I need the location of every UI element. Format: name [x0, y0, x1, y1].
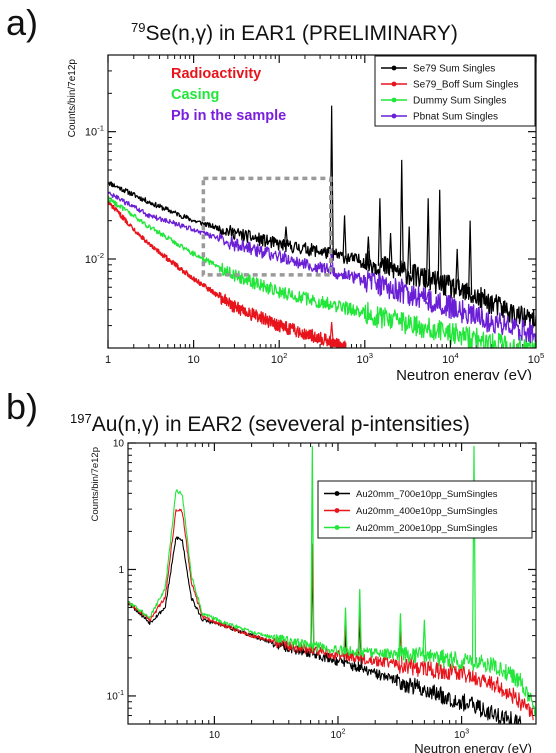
panel-a-title: 79Se(n,γ) in EAR1 (PRELIMINARY) — [131, 20, 458, 46]
chart-a-peak — [232, 228, 237, 234]
chart-a-y-tick-label: 10-2 — [85, 251, 104, 266]
chart-a-highlight-box — [201, 176, 333, 277]
chart-b-legend-swatch-marker — [334, 491, 340, 496]
chart-a-peak — [377, 274, 382, 286]
chart-a-peak — [399, 159, 404, 272]
chart-b-peak — [343, 619, 348, 657]
panel-b-letter: b) — [6, 386, 39, 427]
chart-b-series-line — [128, 508, 534, 721]
chart-b-plot-area — [128, 443, 536, 724]
chart-a-peak — [407, 226, 412, 274]
chart-a-legend-label: Se79_Boff Sum Singles — [413, 80, 518, 91]
panel-b-title-isotope: 197 — [70, 411, 92, 426]
chart-a-peak — [283, 226, 289, 246]
chart-b-x-tick-label: 102 — [330, 729, 345, 742]
chart-b-peak — [343, 632, 348, 664]
chart-b-legend-swatch-marker — [334, 508, 340, 513]
chart-a-peak — [468, 220, 473, 295]
chart-a-series-group — [108, 105, 536, 348]
chart-a-annotation: Casing — [171, 87, 219, 103]
chart-a-legend-swatch-marker — [391, 97, 397, 103]
chart-b-y-axis-label: Counts/bin/7e12p — [90, 447, 101, 521]
chart-b-y-tick-label: 1 — [118, 565, 124, 576]
panel-a-title-isotope: 79 — [131, 20, 146, 35]
chart-b-peak — [398, 627, 403, 665]
chart-a-peak — [366, 236, 371, 263]
chart-a: 1 10 102 103 104 105 10-2 10-1 Neutron energy (e… — [67, 54, 545, 380]
chart-b-peak — [310, 559, 315, 654]
chart-a-x-tick-label: 105 — [528, 351, 545, 366]
chart-a-peak — [342, 215, 347, 258]
panel-a-letter: a) — [6, 2, 39, 43]
chart-a-series-line — [108, 191, 536, 344]
chart-b-peak — [422, 619, 427, 657]
chart-a-series-line — [108, 200, 347, 348]
chart-b-plot-frame — [127, 442, 537, 725]
chart-a-legend-swatch-marker — [391, 81, 397, 87]
chart-b-y-tick-label: 10 — [113, 439, 125, 450]
chart-a-peak — [437, 189, 442, 284]
chart-a-x-tick-label: 1 — [105, 354, 111, 366]
chart-b-peak — [310, 445, 315, 646]
chart-b-peak — [343, 607, 348, 651]
chart-b-legend-swatch-marker — [334, 525, 340, 530]
chart-b-x-tick-label: 10 — [209, 730, 221, 741]
chart-b-peak — [357, 589, 362, 652]
chart-b-legend-label: Au20mm_200e10pp_SumSingles — [356, 523, 498, 534]
chart-a-annotation: Pb in the sample — [171, 108, 286, 124]
chart-b-minor-ticks — [128, 443, 536, 724]
chart-a-x-axis-label: Neutron energy (eV) — [396, 367, 532, 380]
chart-a-legend: Se79 Sum Singles Se79_Boff Sum Singles Dum… — [374, 55, 536, 127]
chart-a-legend-swatch-marker — [391, 65, 397, 71]
chart-b-series-line — [128, 536, 522, 724]
chart-b-peak — [398, 613, 403, 655]
chart-b-series-group — [128, 445, 536, 724]
chart-a-y-axis-label: Counts/bin/7e12p — [67, 59, 78, 138]
chart-a-peak — [426, 291, 431, 301]
chart-b-x-axis-label: Neutron energy (eV) — [414, 741, 532, 753]
chart-b-peak — [357, 602, 362, 659]
chart-b-series-line — [128, 489, 536, 717]
panel-b-title-text: Au(n,γ) in EAR2 (seveveral p-intensities… — [91, 413, 470, 436]
chart-b-y-tick-label: 10-1 — [107, 690, 124, 703]
chart-a-x-tick-label: 10 — [187, 354, 199, 366]
chart-b-legend-box — [317, 480, 533, 539]
chart-b-legend-label: Au20mm_400e10pp_SumSingles — [356, 506, 498, 517]
chart-b-peak — [310, 543, 315, 651]
chart-a-y-tick-label: 10-1 — [85, 124, 104, 139]
chart-a-x-tick-label: 102 — [271, 351, 288, 366]
chart-a-legend-label: Dummy Sum Singles — [413, 96, 506, 107]
chart-a-peak — [455, 248, 460, 290]
chart-b-x-tick-label: 103 — [454, 729, 469, 742]
chart-a-legend-label: Pbnat Sum Singles — [413, 112, 498, 123]
chart-a-peak — [329, 321, 334, 343]
chart-a-peak — [426, 198, 431, 281]
chart-a-peak — [329, 248, 334, 272]
chart-a-annotation: Radioactivity — [171, 66, 261, 82]
chart-a-x-tick-label: 103 — [357, 351, 374, 366]
chart-a-x-tick-label: 104 — [442, 351, 459, 366]
chart-a-peak — [399, 278, 404, 292]
chart-b-legend: Au20mm_700e10pp_SumSingles Au20mm_400e10p… — [317, 480, 533, 539]
panel-b-title: 197Au(n,γ) in EAR2 (seveveral p-intensit… — [70, 411, 470, 437]
chart-b-peak — [471, 445, 477, 663]
panel-a-title-text: Se(n,γ) in EAR1 (PRELIMINARY) — [145, 22, 458, 45]
chart-a-plot-frame — [107, 54, 537, 349]
chart-a-legend-swatch-marker — [391, 113, 397, 119]
chart-a-series-line — [108, 196, 536, 348]
chart-a-series-line — [108, 181, 536, 331]
chart-a-legend-label: Se79 Sum Singles — [413, 64, 495, 75]
chart-a-peak — [388, 232, 393, 269]
chart-a-peak — [377, 198, 382, 266]
chart-b-peak — [357, 613, 362, 669]
chart-b-legend-label: Au20mm_700e10pp_SumSingles — [356, 489, 498, 500]
